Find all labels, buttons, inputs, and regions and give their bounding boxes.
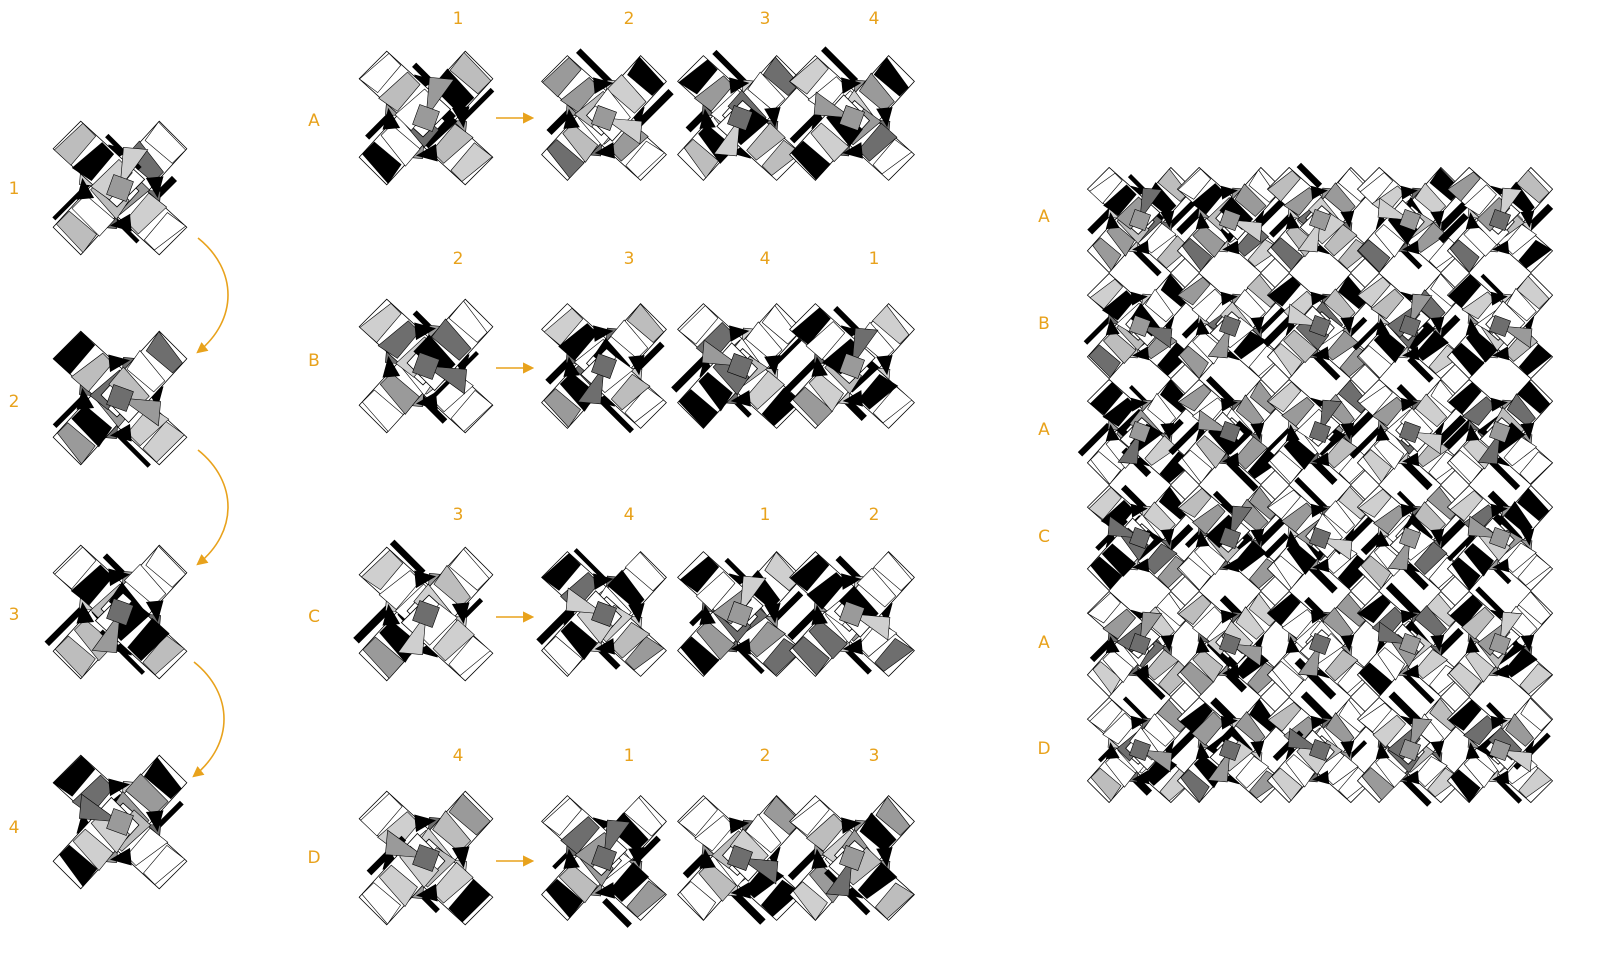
tiling-module-r3-c2 [1168, 375, 1284, 492]
tiling-module-r5-c3 [1266, 590, 1374, 700]
tiling-module-r6-c1 [1086, 696, 1199, 804]
tiling-module-r6-c5 [1446, 696, 1554, 804]
sequence-label-3: 3 [9, 605, 20, 625]
row-d-module-tile-1 [358, 790, 494, 926]
tiling-module-r2-c1 [1083, 272, 1194, 380]
tiling-row-label-2: B [1038, 314, 1050, 334]
tiling-module-r2-c3 [1262, 272, 1374, 381]
tiling-module-r2-c5 [1446, 272, 1554, 380]
tiling-row-label-1: A [1038, 207, 1050, 227]
rows-block: A B C D 1 2 3 4 2 3 4 1 3 4 1 2 4 1 2 3 [307, 9, 915, 928]
curved-arrow-2-to-3 [196, 449, 229, 566]
row-a-module-3: 3 [760, 9, 771, 29]
row-a-module-2: 2 [624, 9, 635, 29]
row-d-module-2: 1 [624, 746, 635, 766]
tiling-block: A B A C A D [1037, 162, 1554, 807]
row-a-module-tile-2 [541, 48, 674, 181]
curved-arrow-3-to-4 [192, 661, 225, 778]
row-label-d: D [307, 848, 320, 868]
sequence-module-2 [52, 330, 188, 468]
row-a-module-1: 1 [453, 9, 464, 29]
row-a-module-tile-1 [358, 50, 495, 186]
row-d-module-tile-2 [541, 795, 667, 928]
tiling-module-r6-c3 [1266, 691, 1374, 804]
row-b-module-1: 2 [453, 249, 464, 269]
tiling-module-r1-c3 [1266, 162, 1374, 274]
sequence-column: 1 2 3 4 [9, 120, 229, 890]
row-b-module-3: 4 [760, 249, 771, 269]
row-c-module-tile-4 [787, 551, 915, 677]
tiling-row-label-4: C [1038, 527, 1050, 547]
tiling-module-r1-c4 [1356, 166, 1472, 274]
row-label-a: A [308, 111, 320, 131]
row-b-module-tile-2 [541, 303, 667, 434]
row-b-module-tile-1 [358, 298, 494, 434]
tiling-module-r1-c2 [1176, 166, 1287, 274]
sequence-module-4 [52, 754, 188, 890]
row-d-module-1: 4 [453, 746, 464, 766]
tiling-module-r1-c5 [1438, 166, 1554, 274]
row-c-module-tile-2 [536, 548, 667, 677]
tiling-module-r6-c2 [1176, 696, 1284, 804]
sequence-label-2: 2 [9, 392, 20, 412]
row-d-module-3: 2 [760, 746, 771, 766]
tiling-module-r3-c3 [1266, 378, 1381, 486]
row-d-module-tile-3 [677, 795, 803, 925]
row-b-module-2: 3 [624, 249, 635, 269]
tiling-module-r2-c4 [1352, 272, 1464, 383]
row-d-module-tile-4 [787, 795, 915, 921]
row-label-b: B [308, 351, 320, 371]
tiling-module-r5-c5 [1446, 586, 1554, 698]
tiling-module-r4-c1 [1086, 484, 1194, 592]
row-c-module-1: 3 [453, 505, 464, 525]
tiling-module-r4-c2 [1176, 484, 1288, 592]
row-d-module-4: 3 [869, 746, 880, 766]
tiling-module-r5-c4 [1356, 582, 1464, 704]
tiling-module-r3-c4 [1349, 378, 1467, 491]
sequence-module-3 [44, 544, 188, 680]
row-c-module-3: 1 [760, 505, 771, 525]
sequence-module-1 [52, 120, 188, 256]
row-a-module-tile-3 [677, 49, 803, 181]
sequence-label-4: 4 [9, 818, 20, 838]
row-a-module-tile-4 [789, 46, 915, 181]
row-a-module-4: 4 [869, 9, 880, 29]
row-c-module-tile-1 [353, 539, 494, 682]
row-tiles [353, 46, 915, 928]
tiling-tiles [1077, 162, 1554, 807]
tiling-row-label-5: A [1038, 633, 1050, 653]
tiling-row-label-6: D [1037, 739, 1050, 759]
tiling-module-r5-c2 [1176, 590, 1284, 698]
row-b-module-tile-3 [671, 303, 803, 429]
curved-arrow-1-to-2 [196, 237, 229, 354]
row-c-module-tile-3 [677, 551, 804, 677]
row-label-c: C [308, 607, 320, 627]
tiling-module-r6-c4 [1356, 691, 1464, 807]
tiling-module-r5-c1 [1086, 590, 1194, 701]
tiling-module-r4-c4 [1356, 484, 1466, 592]
tiling-module-r2-c2 [1176, 272, 1291, 380]
tiling-row-label-3: A [1038, 420, 1050, 440]
tiling-module-r4-c5 [1446, 484, 1554, 592]
tiling-module-r3-c5 [1443, 378, 1554, 491]
row-c-module-2: 4 [624, 505, 635, 525]
row-b-module-4: 1 [869, 249, 880, 269]
sequence-tiles [44, 120, 188, 890]
sequence-label-1: 1 [9, 179, 20, 199]
row-c-module-4: 2 [869, 505, 880, 525]
tiling-module-r4-c3 [1263, 477, 1374, 594]
row-b-module-tile-4 [782, 303, 915, 429]
tiling-module-r3-c1 [1077, 378, 1194, 486]
tiling-module-r1-c1 [1086, 166, 1200, 277]
